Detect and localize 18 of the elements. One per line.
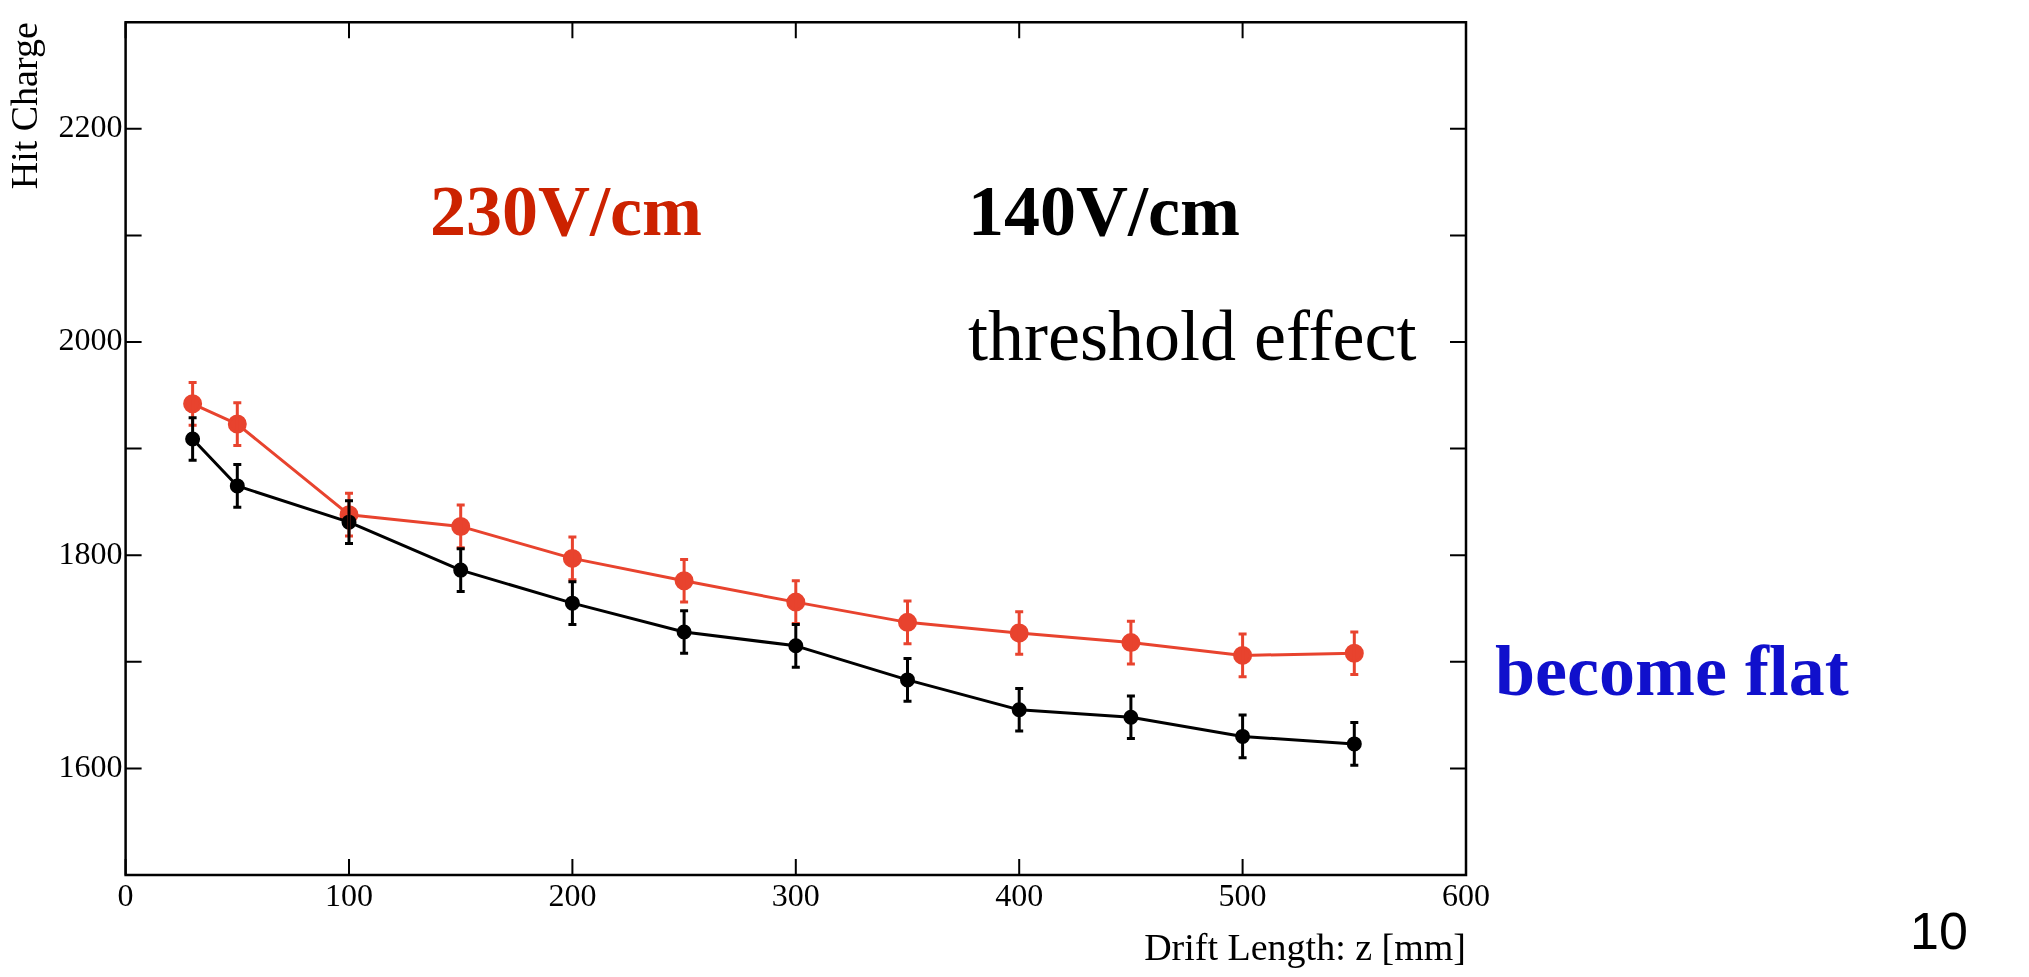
- annotation: 230V/cm: [430, 171, 702, 251]
- x-tick-label: 300: [771, 876, 820, 913]
- y-tick-label: 2200: [58, 108, 123, 145]
- x-tick-label: 100: [325, 876, 373, 913]
- x-tick-label: 200: [548, 876, 597, 913]
- y-tick-label: 2000: [58, 321, 123, 358]
- x-tick-label: 500: [1218, 876, 1267, 913]
- text: 10: [1910, 902, 1968, 960]
- text: become flat: [1495, 631, 1849, 711]
- y-tick-label: 1600: [58, 747, 123, 784]
- annotation: 140V/cm: [968, 171, 1240, 251]
- x-tick-label: 600: [1442, 876, 1490, 913]
- x-tick-label: 400: [995, 876, 1044, 913]
- x-tick-label: 0: [117, 876, 134, 913]
- x-axis-title: Drift Length: z [mm]: [1144, 926, 1466, 969]
- annotation: threshold effect: [968, 296, 1417, 376]
- y-tick-label: 1800: [58, 534, 123, 571]
- y-axis-title: Hit Charge: [2, 22, 45, 190]
